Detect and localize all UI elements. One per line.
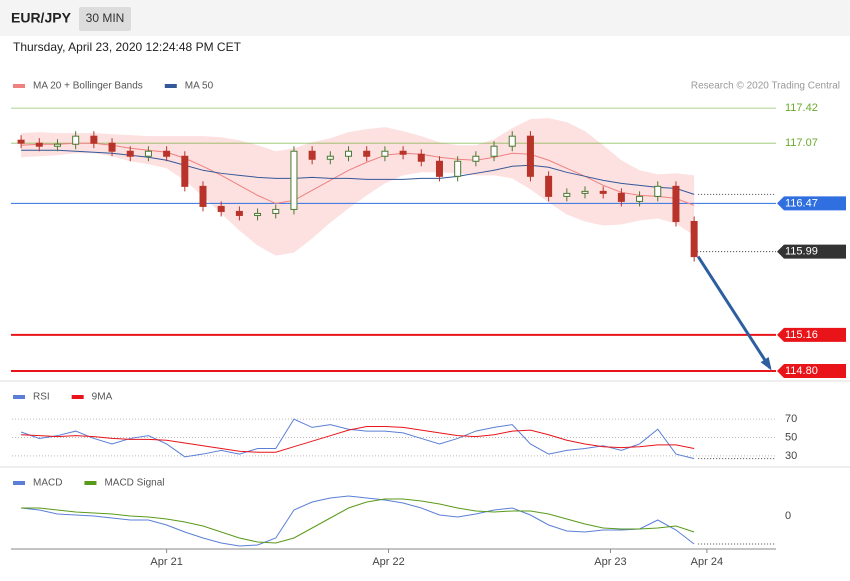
- candle-body: [690, 220, 698, 258]
- credit: Research © 2020 Trading Central: [691, 81, 840, 92]
- legend-label: 9MA: [92, 392, 113, 403]
- level-tag: [777, 196, 846, 211]
- level-label: 117.42: [785, 102, 818, 114]
- legend-label: MA 50: [185, 81, 214, 92]
- timestamp: Thursday, April 23, 2020 12:24:48 PM CET: [13, 40, 242, 54]
- series-line: [21, 425, 695, 453]
- series-line: [20, 418, 695, 460]
- candle-body: [345, 150, 353, 157]
- level-tag: [777, 363, 846, 378]
- timeframe-badge: [79, 7, 131, 31]
- y-tick-label: 50: [785, 431, 797, 443]
- level-label: 116.47: [785, 197, 818, 209]
- candle-body: [654, 185, 662, 197]
- y-tick-label: 0: [785, 510, 791, 522]
- candle-body: [490, 145, 498, 157]
- candle-body: [235, 210, 243, 216]
- candle-body: [181, 155, 189, 187]
- candle-body: [326, 155, 334, 160]
- candle-body: [636, 195, 644, 202]
- x-tick-label: Apr 23: [594, 556, 626, 568]
- candle-body: [308, 150, 316, 160]
- legend-swatch: [84, 481, 97, 485]
- forecast-arrowhead: [760, 357, 772, 371]
- candle-body: [163, 150, 171, 157]
- series-line: [21, 495, 695, 547]
- candle-body: [563, 192, 571, 197]
- level-label: 117.07: [785, 137, 818, 149]
- header-bar: [0, 0, 850, 36]
- x-tick-label: Apr 24: [691, 556, 723, 568]
- candle-body: [399, 150, 407, 155]
- level-tag: [777, 327, 846, 342]
- candle-body: [217, 205, 225, 212]
- candle-body: [108, 142, 116, 152]
- legend-swatch: [71, 395, 84, 399]
- level-label: 115.16: [785, 329, 818, 341]
- y-tick-label: 70: [785, 413, 797, 425]
- candle-body: [53, 143, 61, 147]
- candle-body: [472, 155, 480, 162]
- candle-body: [617, 192, 625, 202]
- candle-body: [526, 135, 534, 177]
- candle-body: [126, 150, 134, 157]
- candle-body: [417, 153, 425, 162]
- candle-body: [435, 160, 443, 177]
- candle-body: [381, 150, 389, 157]
- symbol: EUR/JPY: [11, 10, 72, 26]
- legend-label: MA 20 + Bollinger Bands: [33, 81, 143, 92]
- candle-body: [254, 212, 262, 216]
- legend-swatch: [13, 395, 25, 399]
- legend-label: MACD Signal: [104, 478, 164, 489]
- legend-swatch: [13, 84, 25, 88]
- candle-body: [272, 208, 280, 214]
- legend-swatch: [13, 481, 25, 485]
- y-tick-label: 30: [785, 450, 797, 462]
- level-label: 114.80: [785, 365, 818, 377]
- legend-label: RSI: [33, 392, 50, 403]
- legend-swatch: [164, 84, 177, 88]
- candle-body: [363, 150, 371, 157]
- candle-body: [454, 160, 462, 177]
- candle-body: [144, 150, 152, 157]
- candle-body: [72, 135, 80, 145]
- x-tick-label: Apr 21: [150, 556, 182, 568]
- bollinger-band: [21, 118, 695, 256]
- candle-body: [17, 139, 25, 144]
- candle-body: [545, 175, 553, 197]
- candle-body: [35, 142, 43, 147]
- timeframe: 30 MIN: [86, 11, 125, 25]
- level-tag: [777, 244, 846, 259]
- series-line: [21, 498, 695, 544]
- candle-body: [90, 135, 98, 144]
- x-tick-label: Apr 22: [372, 556, 404, 568]
- forecast-arrow: [696, 255, 772, 369]
- series-line: [21, 142, 695, 206]
- legend-label: MACD: [33, 478, 62, 489]
- candle-body: [290, 150, 298, 210]
- level-label: 115.99: [785, 245, 818, 257]
- candle-body: [672, 185, 680, 222]
- candle-body: [581, 190, 589, 194]
- candle-body: [199, 185, 207, 207]
- candle-body: [508, 135, 516, 147]
- candle-body: [599, 190, 607, 194]
